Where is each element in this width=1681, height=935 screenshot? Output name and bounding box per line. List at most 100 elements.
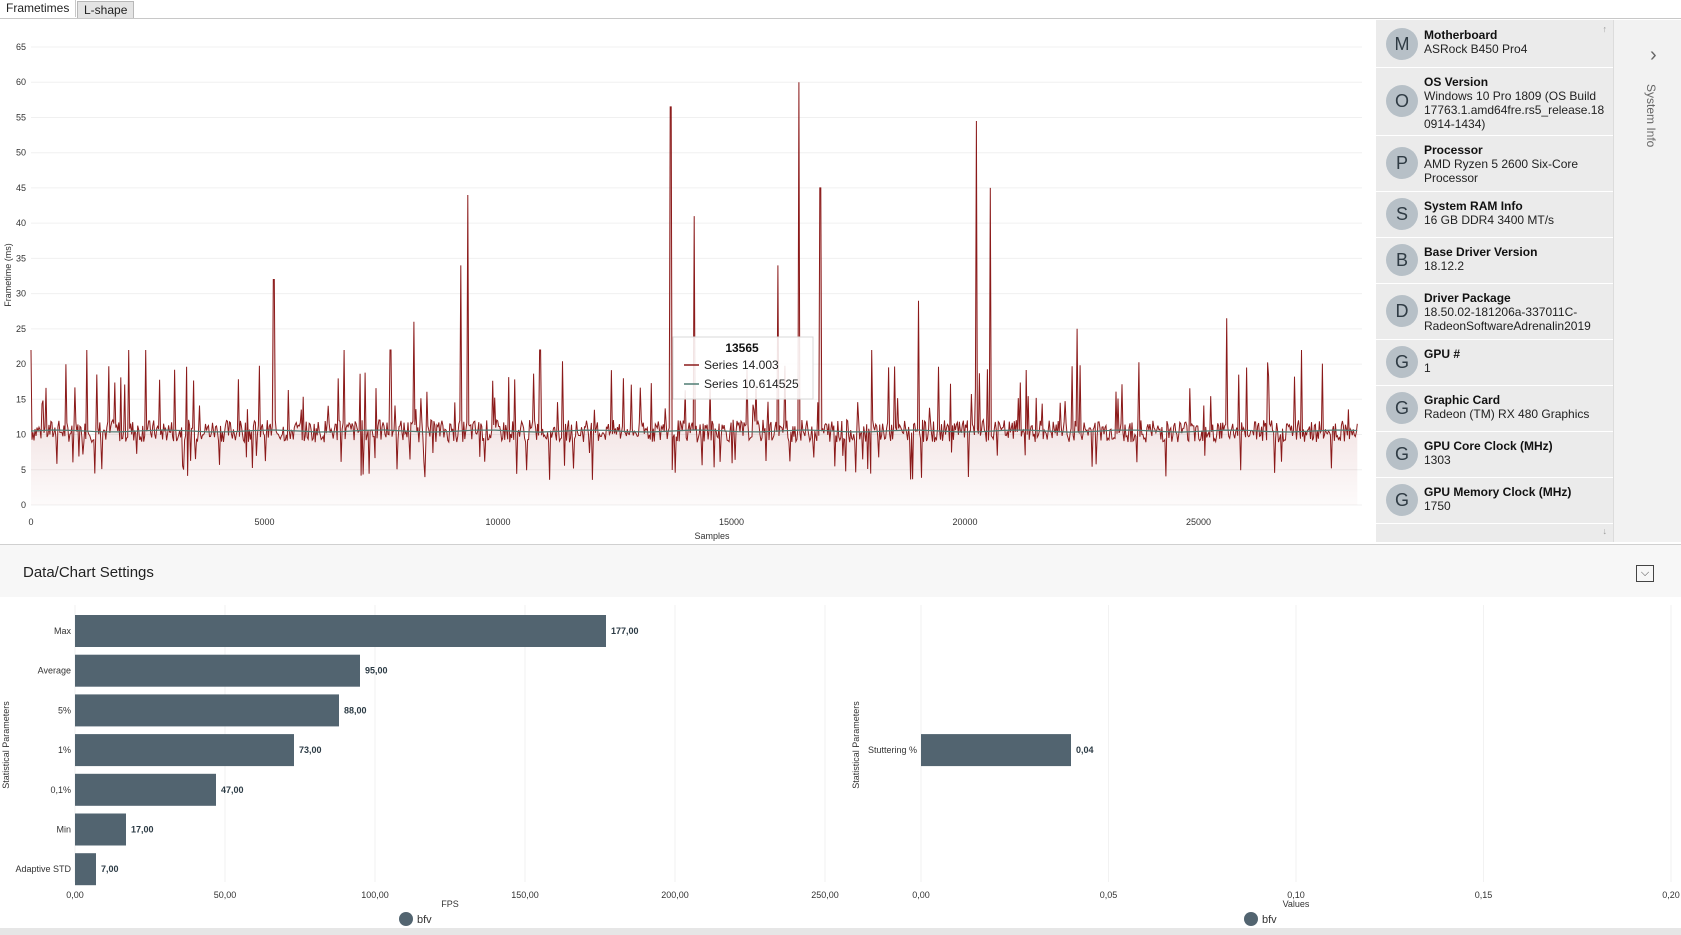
avatar: S [1386, 198, 1418, 230]
system-info-text: GPU Core Clock (MHz) 1303 [1424, 439, 1609, 467]
tab-frametimes[interactable]: Frametimes [0, 0, 77, 17]
y-tick-label: 45 [16, 183, 26, 193]
system-info-item: G GPU #1 [1376, 339, 1613, 386]
system-info-text: GPU #1 [1424, 347, 1609, 375]
x-tick-label: 150,00 [511, 890, 539, 900]
stuttering-chart[interactable]: 0,00 0,05 0,10 0,15 0,20 Stuttering % 0,04 Stat… [850, 597, 1681, 935]
y-tick-label: 15 [16, 394, 26, 404]
bar [75, 615, 606, 647]
category-label: Max [54, 626, 72, 636]
system-info-item: P Processor AMD Ryzen 5 2600 Six-Core Proc… [1376, 135, 1613, 192]
settings-title: Data/Chart Settings [23, 564, 154, 581]
tooltip-series-2-value: 10.614525 [742, 377, 799, 391]
y-axis-ticks: 0 5 10 15 20 25 30 35 40 45 50 55 60 65 [16, 42, 26, 510]
x-tick-label: 250,00 [811, 890, 839, 900]
avatar: D [1386, 295, 1418, 327]
x-tick-label: 5000 [254, 517, 274, 527]
bar [75, 813, 126, 846]
system-info-item: G Graphic Card Radeon (TM) RX 480 Graphics [1376, 385, 1613, 432]
system-info-title: System RAM Info [1424, 199, 1523, 213]
y-tick-label: 35 [16, 253, 26, 263]
x-tick-label: 15000 [719, 517, 744, 527]
value-label: 95,00 [365, 666, 388, 676]
system-info-value: 16 GB DDR4 3400 MT/s [1424, 213, 1555, 227]
y-tick-label: 25 [16, 324, 26, 334]
category-label: Min [56, 825, 71, 835]
value-label: 17,00 [131, 825, 154, 835]
system-info-value: 1303 [1424, 453, 1451, 467]
system-info-panel[interactable]: M Motherboard ASRock B450 Pro4 O OS Version W… [1376, 20, 1613, 542]
bar [75, 694, 339, 727]
value-label: 73,00 [299, 745, 322, 755]
system-info-text: Motherboard ASRock B450 Pro4 [1424, 28, 1609, 56]
system-info-toggle-strip[interactable]: › [1613, 20, 1681, 542]
avatar: G [1386, 392, 1418, 424]
frametime-chart-svg: 0 5 10 15 20 25 30 35 40 45 50 55 60 65 0 5000 10000 150… [3, 42, 1362, 541]
system-info-value: 1750 [1424, 499, 1451, 513]
value-label: 0,04 [1076, 745, 1094, 755]
system-info-text: OS Version Windows 10 Pro 1809 (OS Build … [1424, 75, 1609, 131]
bar [75, 654, 360, 687]
system-info-value: 1 [1424, 361, 1431, 375]
legend-swatch [1244, 912, 1258, 926]
x-tick-label: 0,10 [1287, 890, 1305, 900]
avatar: G [1386, 346, 1418, 378]
system-info-text: Graphic Card Radeon (TM) RX 480 Graphics [1424, 393, 1609, 421]
x-axis-label: Values [1283, 899, 1310, 909]
tooltip-series-1-name: Series [704, 358, 738, 372]
scroll-down-icon[interactable]: ↓ [1602, 526, 1608, 536]
y-tick-label: 40 [16, 218, 26, 228]
y-tick-label: 65 [16, 42, 26, 52]
system-info-item: M Motherboard ASRock B450 Pro4 [1376, 20, 1613, 68]
y-tick-label: 55 [16, 112, 26, 122]
y-tick-label: 60 [16, 77, 26, 87]
avatar: O [1386, 85, 1418, 117]
fps-statistics-chart[interactable]: 0,00 50,00 100,00 150,00 200,00 250,00 Max 177,… [0, 597, 850, 935]
avatar: B [1386, 244, 1418, 276]
tooltip-series-2-name: Series [704, 377, 738, 391]
system-info-value: AMD Ryzen 5 2600 Six-Core Processor [1424, 157, 1579, 185]
system-info-title: Graphic Card [1424, 393, 1501, 407]
chart-tooltip: 13565 Series 14.003 Series 10.614525 [672, 336, 814, 400]
x-tick-label: 10000 [486, 517, 511, 527]
y-axis-label: Statistical Parameters [851, 701, 861, 789]
x-tick-label: 0,20 [1662, 890, 1680, 900]
system-info-value: 18.50.02-181206a-337011C-RadeonSoftwareA… [1424, 305, 1591, 333]
system-info-text: Processor AMD Ryzen 5 2600 Six-Core Proce… [1424, 143, 1609, 185]
value-label: 47,00 [221, 785, 244, 795]
y-tick-label: 5 [21, 465, 26, 475]
y-tick-label: 10 [16, 430, 26, 440]
bar [75, 773, 216, 806]
frametime-chart[interactable]: 0 5 10 15 20 25 30 35 40 45 50 55 60 65 0 5000 10000 150… [0, 19, 1375, 543]
tab-l-shape[interactable]: L-shape [77, 1, 135, 18]
x-tick-label: 0,05 [1100, 890, 1118, 900]
scroll-up-icon[interactable]: ↑ [1602, 24, 1608, 34]
x-tick-label: 0,00 [66, 890, 84, 900]
y-axis-label: Statistical Parameters [1, 701, 11, 789]
moving-average-series-line [30, 429, 1358, 433]
system-info-text: Driver Package 18.50.02-181206a-337011C-R… [1424, 291, 1609, 333]
x-axis-label: FPS [441, 899, 459, 909]
bar [75, 734, 294, 767]
x-axis-ticks: 0 5000 10000 15000 20000 25000 [28, 517, 1211, 527]
data-chart-settings-bar[interactable]: Data/Chart Settings ⌵ [0, 544, 1681, 597]
x-tick-label: 20000 [953, 517, 978, 527]
bar [75, 853, 96, 886]
system-info-text: GPU Memory Clock (MHz) 1750 [1424, 485, 1609, 513]
system-info-text: System RAM Info 16 GB DDR4 3400 MT/s [1424, 199, 1609, 227]
chevron-down-icon[interactable]: ⌵ [1636, 565, 1654, 582]
chevron-right-icon[interactable]: › [1650, 44, 1657, 66]
system-info-title: GPU Memory Clock (MHz) [1424, 485, 1572, 499]
frametime-series-line [30, 82, 1358, 480]
x-tick-label: 0,00 [912, 890, 930, 900]
legend-swatch [399, 912, 413, 926]
category-label: Average [38, 666, 71, 676]
system-info-item: G GPU Core Clock (MHz) 1303 [1376, 431, 1613, 478]
category-label: 0,1% [50, 785, 71, 795]
system-info-value: 18.12.2 [1424, 259, 1465, 273]
system-info-title: Base Driver Version [1424, 245, 1538, 259]
category-label: Adaptive STD [15, 864, 71, 874]
avatar: G [1386, 484, 1418, 516]
avatar: M [1386, 28, 1418, 60]
system-info-item: O OS Version Windows 10 Pro 1809 (OS Build… [1376, 67, 1613, 136]
